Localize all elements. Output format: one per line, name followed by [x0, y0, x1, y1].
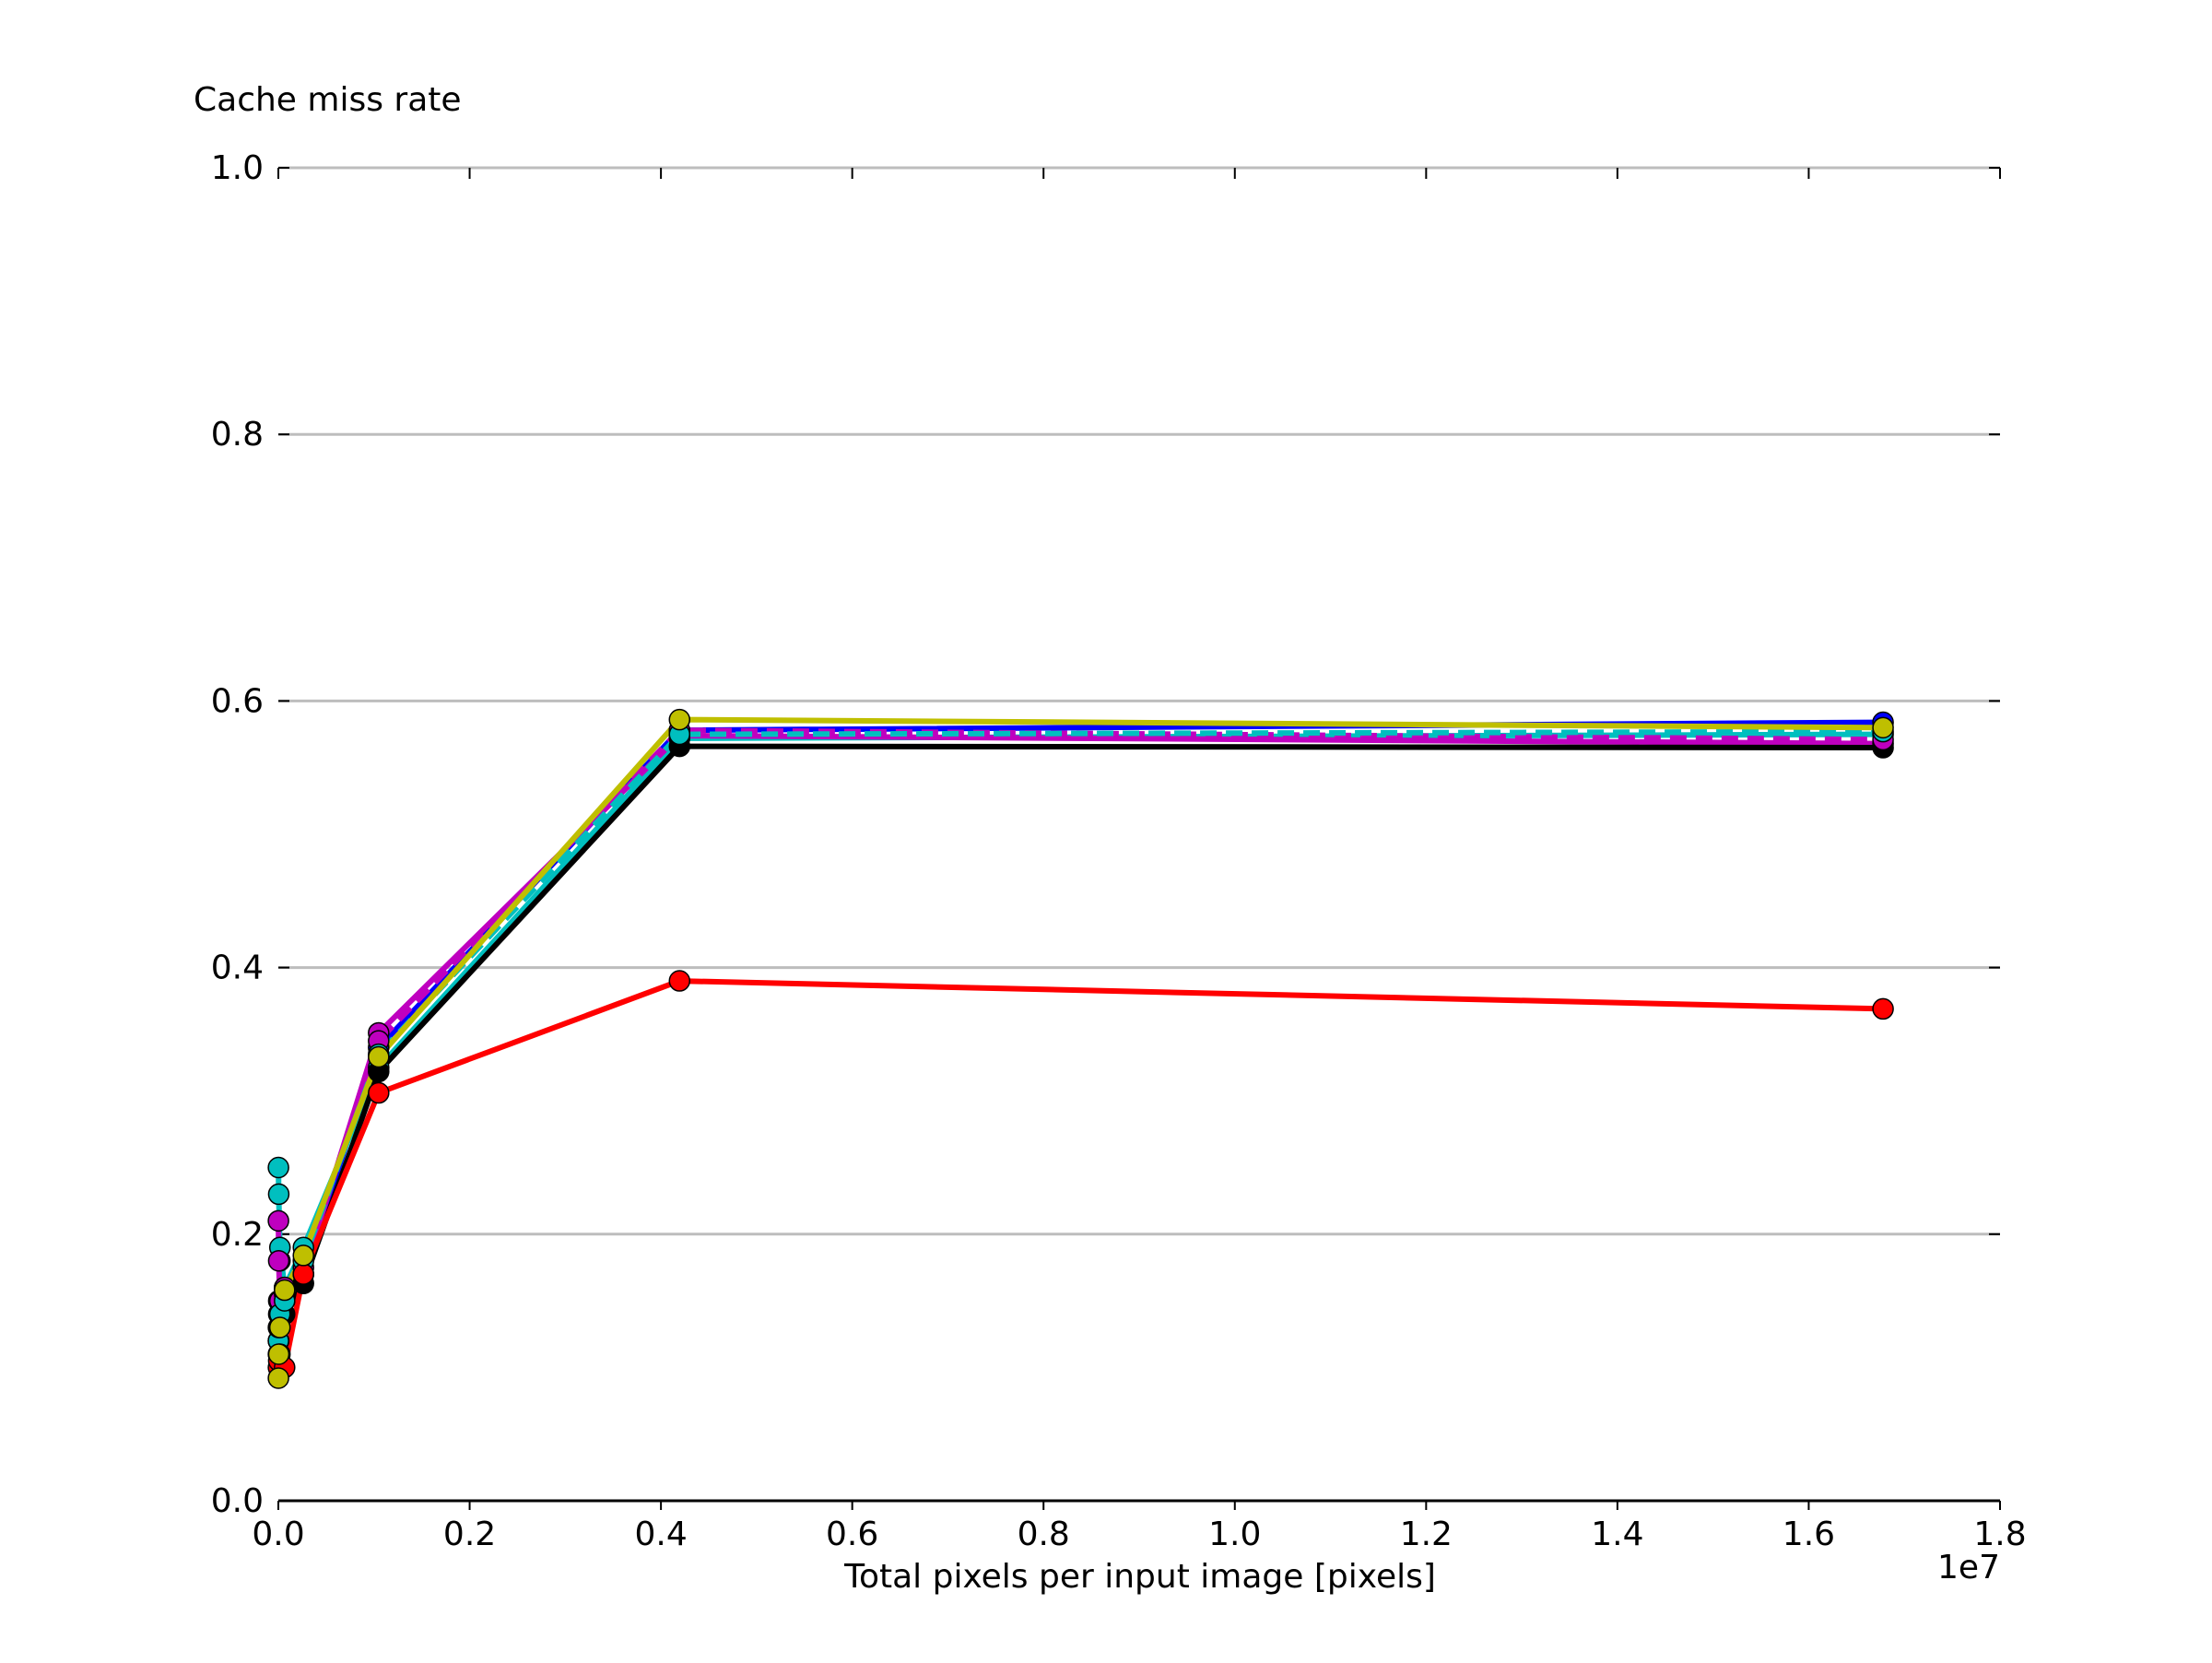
data-point [267, 1156, 289, 1179]
series-line [276, 978, 1884, 1371]
series-line [276, 728, 1884, 1341]
x-tick-label: 1.8 [1973, 1516, 2026, 1553]
data-point [1872, 716, 1894, 739]
y-tick-label: 0.4 [211, 949, 264, 987]
y-tick-label: 0.0 [211, 1482, 264, 1520]
marker-layer [267, 708, 1894, 1389]
series-line [276, 716, 1884, 1379]
x-tick-label: 1.6 [1783, 1516, 1835, 1553]
grid-layer [278, 166, 2000, 1236]
data-point [267, 1343, 290, 1365]
x-tick-label: 1.4 [1591, 1516, 1643, 1553]
data-point [274, 1279, 296, 1302]
data-point [267, 1183, 290, 1206]
x-tick-label: 0.0 [252, 1516, 304, 1553]
x-tick-label: 0.2 [443, 1516, 496, 1553]
series-line [276, 719, 1884, 1341]
series-line [276, 733, 1884, 1304]
series-line [276, 731, 1884, 1291]
data-point [1872, 997, 1894, 1020]
data-point [368, 1081, 390, 1104]
x-tick-label: 0.4 [634, 1516, 687, 1553]
series-line [276, 727, 1884, 1328]
y-tick-label: 0.2 [211, 1216, 264, 1254]
x-axis-label: Total pixels per input image [pixels] [843, 1558, 1436, 1596]
data-point [668, 708, 691, 731]
data-point [292, 1244, 314, 1267]
axis-layer: 0.0 0.2 0.4 0.6 0.8 1.0 0.0 0.2 0.4 0.6 0.8 1.0 1.2 1… [211, 149, 2027, 1553]
series-layer [276, 716, 1884, 1379]
y-tick-label: 0.6 [211, 682, 264, 720]
series-line [276, 743, 1884, 1354]
x-tick-label: 0.8 [1018, 1516, 1070, 1553]
y-tick-label: 0.8 [211, 416, 264, 454]
x-tick-label: 1.0 [1208, 1516, 1261, 1553]
x-tick-label: 1.2 [1400, 1516, 1453, 1553]
x-tick-label: 0.6 [826, 1516, 878, 1553]
data-point [292, 1263, 314, 1285]
data-point [368, 1045, 390, 1068]
data-point [668, 970, 691, 992]
y-axis-label: Cache miss rate [194, 81, 462, 119]
y-tick-label: 1.0 [211, 149, 264, 187]
data-point [267, 1249, 290, 1272]
data-point [268, 1316, 291, 1339]
data-point [267, 1209, 289, 1233]
data-point [267, 1367, 289, 1389]
x-offset-label: 1e7 [1937, 1549, 2000, 1586]
